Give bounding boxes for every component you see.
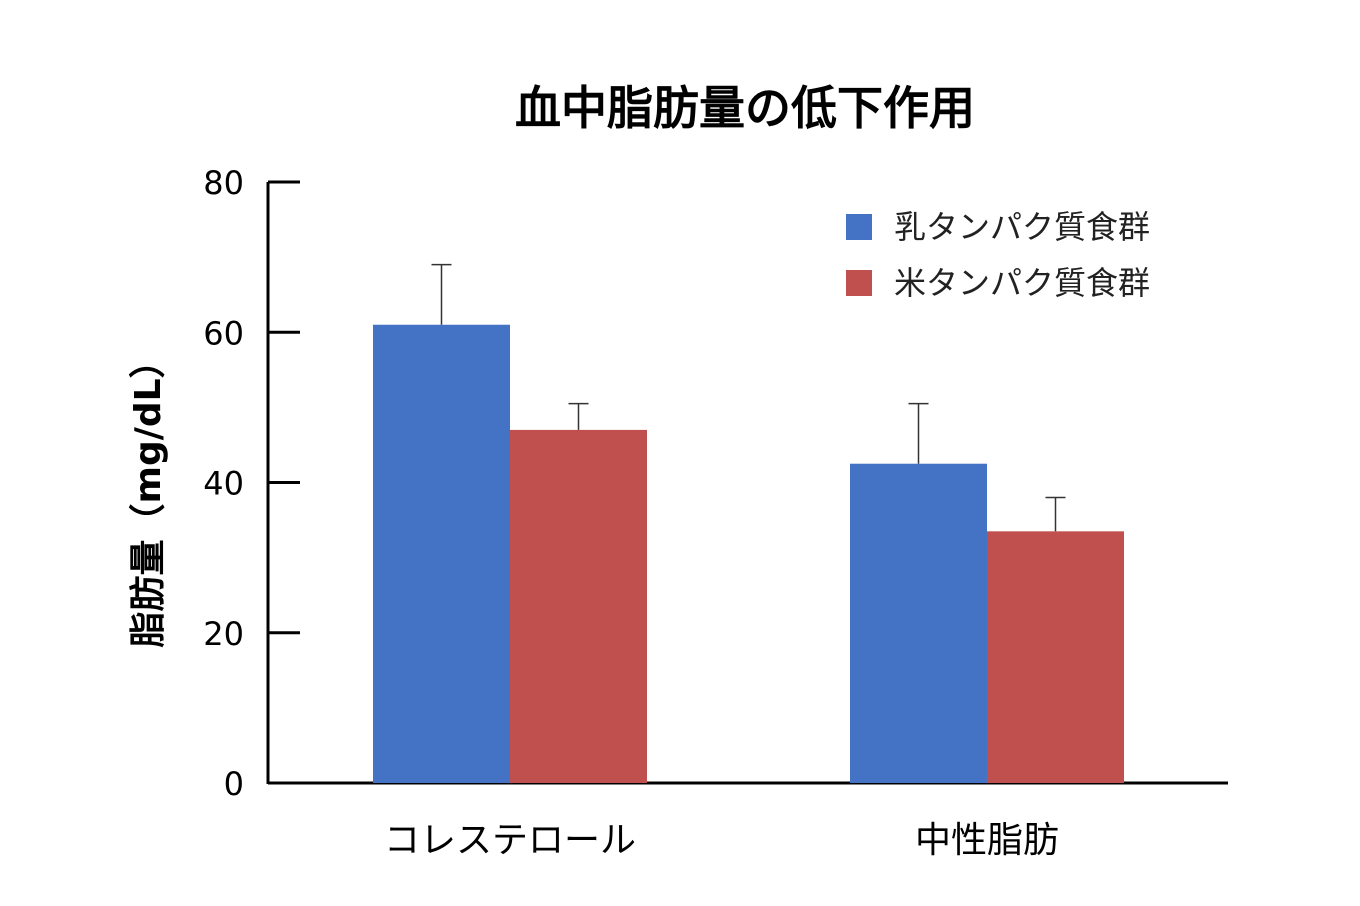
error-bars (431, 263, 1066, 532)
bar (850, 463, 987, 783)
category-label: 中性脂肪 (915, 820, 1059, 861)
y-tick-label: 0 (224, 765, 244, 803)
y-tick-label: 60 (203, 314, 244, 352)
legend-label: 米タンパク質食群 (894, 264, 1150, 302)
category-labels: コレステロール 中性脂肪 (384, 820, 1059, 861)
legend-label: 乳タンパク質食群 (894, 208, 1150, 246)
bar (373, 324, 510, 783)
legend-swatch (846, 214, 872, 240)
y-tick-label: 40 (203, 465, 244, 503)
y-axis-label: 脂肪量（mg/dL） (128, 342, 169, 647)
legend-swatch (846, 270, 872, 296)
y-tick-label: 80 (203, 164, 244, 202)
bar (987, 531, 1124, 783)
category-label: コレステロール (384, 820, 636, 861)
bars (373, 324, 1124, 783)
y-tick-label: 20 (203, 615, 244, 653)
y-ticks: 0 20 40 60 80 (203, 164, 300, 803)
bar (510, 429, 647, 783)
chart-title: 血中脂肪量の低下作用 (515, 81, 975, 135)
